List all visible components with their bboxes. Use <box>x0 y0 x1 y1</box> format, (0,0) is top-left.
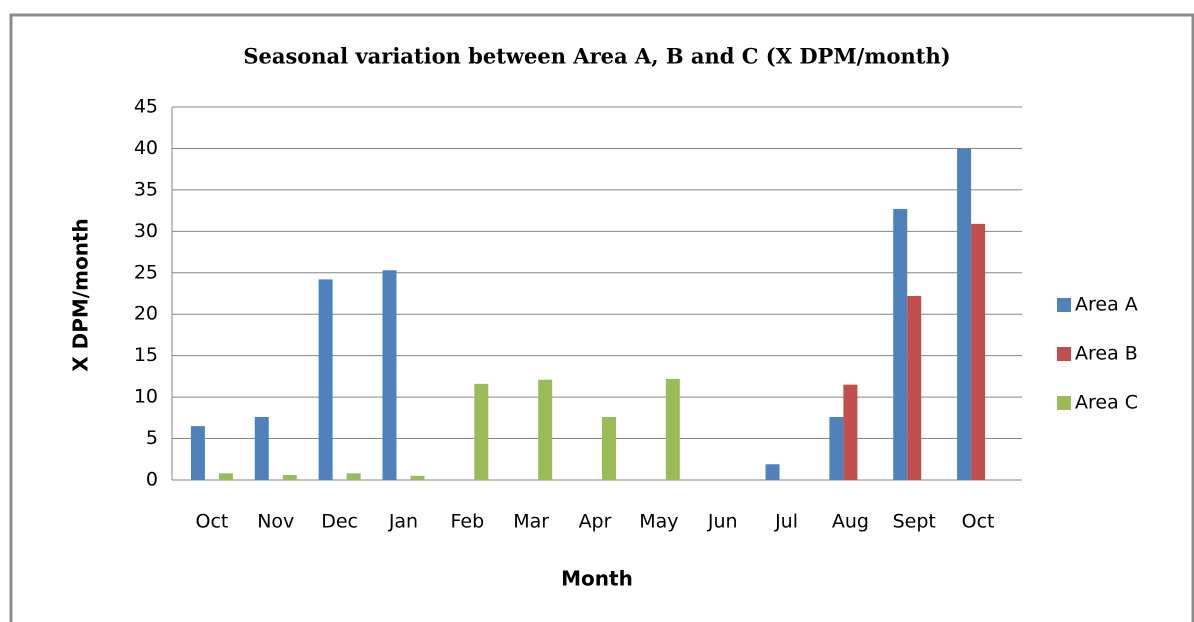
legend-label: Area B <box>1075 343 1138 365</box>
bar <box>254 417 269 480</box>
bar <box>765 464 780 480</box>
legend-swatch <box>1057 396 1071 410</box>
bar <box>957 148 972 480</box>
bar <box>665 378 680 480</box>
x-tick-label: Feb <box>450 511 484 533</box>
y-tick-label: 0 <box>146 469 158 491</box>
bar <box>410 475 425 480</box>
bar <box>602 417 616 480</box>
bar <box>190 426 205 480</box>
x-tick-label: Aug <box>832 511 869 533</box>
bar <box>843 384 858 480</box>
y-tick-label: 45 <box>134 96 158 118</box>
chart-title: Seasonal variation between Area A, B and… <box>243 44 950 69</box>
bar <box>474 383 489 480</box>
bar <box>893 208 908 480</box>
legend-label: Area C <box>1075 392 1138 414</box>
bar <box>971 223 986 480</box>
x-tick-label: Jul <box>774 511 798 533</box>
bar <box>538 379 553 480</box>
x-tick-label: Dec <box>321 511 358 533</box>
y-tick-label: 25 <box>134 261 158 283</box>
legend-label: Area A <box>1075 294 1138 316</box>
bar <box>829 417 844 480</box>
x-tick-label: Jun <box>707 511 738 533</box>
bar <box>318 279 333 480</box>
bar <box>346 473 361 480</box>
bar <box>382 270 397 480</box>
bar <box>218 473 233 480</box>
y-tick-label: 30 <box>134 220 158 242</box>
y-tick-label: 5 <box>146 427 158 449</box>
bar <box>907 295 922 480</box>
y-tick-label: 15 <box>134 344 158 366</box>
x-tick-label: Oct <box>962 511 995 533</box>
y-tick-label: 40 <box>134 137 158 159</box>
x-tick-label: Apr <box>579 511 612 533</box>
x-tick-label: Oct <box>195 511 228 533</box>
y-tick-label: 20 <box>134 303 158 325</box>
legend-swatch <box>1057 347 1071 361</box>
x-tick-label: Mar <box>513 511 549 533</box>
legend-swatch <box>1057 298 1071 312</box>
y-axis-label: X DPM/month <box>69 218 93 371</box>
y-tick-label: 35 <box>134 178 158 200</box>
y-tick-label: 10 <box>134 386 158 408</box>
bar <box>282 475 297 480</box>
x-tick-label: May <box>639 511 678 533</box>
chart-frame <box>9 13 1194 622</box>
x-axis-label: Month <box>561 567 633 591</box>
x-tick-label: Sept <box>893 511 936 533</box>
x-tick-label: Nov <box>257 511 294 533</box>
x-tick-label: Jan <box>388 511 418 533</box>
